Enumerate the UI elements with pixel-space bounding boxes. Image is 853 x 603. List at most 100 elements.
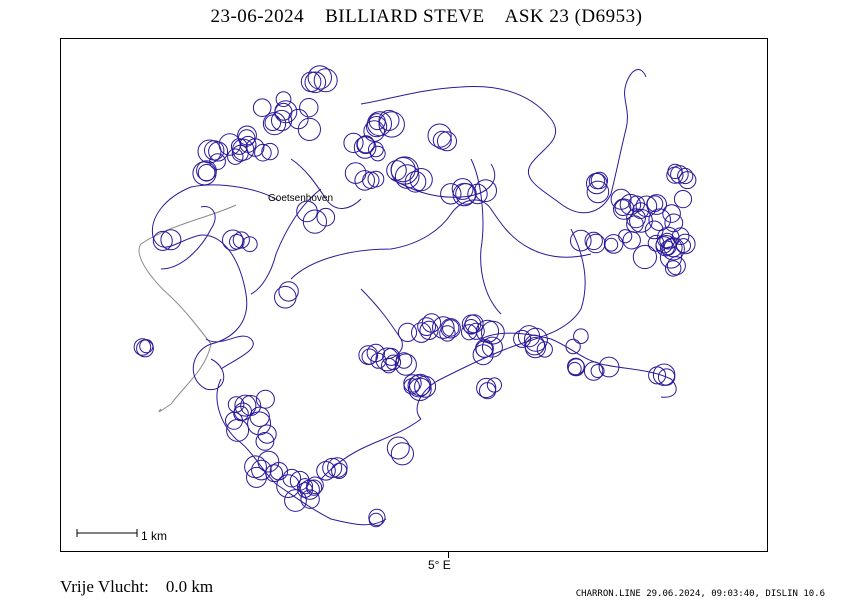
- thermal-circle: [421, 313, 442, 333]
- map-frame[interactable]: Goetsenhoven 1 km: [60, 38, 768, 552]
- thermal-circle: [244, 455, 267, 479]
- thermal-circle: [255, 389, 275, 409]
- thermal-circle: [363, 120, 386, 142]
- thermal-circle: [439, 325, 456, 342]
- thermal-circle: [378, 109, 400, 131]
- thermal-circle: [271, 109, 293, 132]
- scale-bar-label: 1 km: [141, 529, 168, 543]
- thermal-circle: [648, 366, 667, 385]
- thermal-circle: [394, 164, 420, 189]
- thermal-circle: [278, 281, 299, 302]
- longitude-tick: [448, 552, 449, 558]
- thermal-circle: [274, 285, 297, 309]
- thermal-circle: [261, 142, 279, 161]
- thermal-circle: [265, 464, 284, 483]
- thermal-circle: [390, 442, 414, 466]
- thermal-circle: [282, 468, 302, 488]
- thermal-circle: [486, 377, 502, 393]
- thermal-circle: [417, 317, 437, 337]
- thermal-circle: [370, 145, 386, 162]
- thermal-circle: [472, 344, 494, 366]
- thermal-circle: [139, 339, 154, 354]
- thermal-circle: [657, 368, 676, 386]
- thermal-circle: [362, 171, 380, 190]
- thermal-circle: [234, 394, 257, 417]
- free-flight-value: 0.0 km: [165, 577, 214, 596]
- thermal-circle: [397, 322, 418, 342]
- thermal-circle: [613, 198, 635, 220]
- thermal-circle: [440, 318, 461, 339]
- thermal-circle: [227, 396, 245, 413]
- thermal-circle: [632, 244, 658, 270]
- thermal-circle: [409, 168, 433, 192]
- thermal-circle: [464, 314, 484, 334]
- thermal-circle: [251, 459, 272, 481]
- thermal-circles: [133, 65, 697, 528]
- generator-stamp: CHARRON.LINE 29.06.2024, 09:03:40, DISLI…: [575, 589, 825, 599]
- thermal-circle: [307, 65, 332, 90]
- longitude-label: 5° E: [428, 558, 451, 572]
- thermal-circle: [306, 476, 324, 495]
- thermal-circle: [254, 143, 272, 162]
- place-label-goetsenhoven: Goetsenhoven: [268, 193, 334, 204]
- thermal-circle: [289, 470, 310, 491]
- thermal-circle: [275, 91, 292, 108]
- thermal-circle: [646, 195, 664, 212]
- thermal-circle: [197, 164, 216, 182]
- thermal-circle: [284, 489, 307, 512]
- thermal-circle: [390, 157, 416, 183]
- thermal-circle: [660, 240, 675, 256]
- thermal-circle: [610, 188, 632, 210]
- thermal-circle: [304, 71, 327, 94]
- thermal-circle: [432, 316, 455, 339]
- thermal-circle: [437, 131, 457, 152]
- thermal-circle: [238, 129, 256, 147]
- secondary-track: [138, 204, 237, 412]
- thermal-circle: [603, 234, 624, 254]
- thermal-circle: [356, 135, 375, 155]
- thermal-circle: [536, 341, 553, 358]
- thermal-circle: [476, 377, 497, 399]
- thermal-circle: [598, 356, 620, 378]
- thermal-circle: [408, 377, 432, 401]
- thermal-circle: [386, 160, 407, 181]
- thermal-circle: [257, 424, 277, 444]
- thermal-circle: [467, 183, 488, 205]
- thermal-circle: [673, 190, 693, 209]
- thermal-circle: [411, 322, 432, 343]
- thermal-circle: [368, 508, 386, 526]
- thermal-circle: [586, 180, 610, 204]
- thermal-circle: [662, 204, 681, 223]
- thermal-circle: [567, 358, 586, 377]
- thermal-circle: [375, 347, 400, 372]
- thermal-circle: [440, 183, 462, 205]
- thermal-circle: [197, 139, 222, 164]
- thermal-circle: [331, 462, 348, 479]
- thermal-circle: [233, 402, 252, 421]
- thermal-circle: [407, 374, 431, 398]
- thermal-circle: [354, 170, 376, 191]
- thermal-circle: [573, 328, 589, 345]
- thermal-circle: [252, 98, 272, 117]
- thermal-circle: [133, 338, 152, 356]
- thermal-circle: [378, 111, 405, 138]
- free-flight-label: Vrije Vlucht:: [60, 577, 149, 596]
- thermal-circle: [671, 227, 690, 245]
- thermal-circle: [288, 108, 309, 130]
- thermal-circle: [618, 229, 633, 244]
- thermal-circle: [262, 112, 287, 136]
- thermal-circle: [475, 319, 500, 343]
- scale-bar: [76, 529, 138, 537]
- thermal-circle: [570, 229, 592, 252]
- thermal-circle: [590, 364, 605, 378]
- thermal-circle: [297, 117, 321, 142]
- flight-track-map: [76, 65, 697, 537]
- thermal-circle: [381, 357, 397, 374]
- thermal-circle: [299, 97, 319, 118]
- thermal-circle: [474, 179, 498, 203]
- thermal-circle: [343, 132, 364, 154]
- thermal-circle: [209, 153, 226, 170]
- thermal-circle: [227, 148, 244, 165]
- thermal-circle: [565, 338, 581, 355]
- thermal-circle: [614, 199, 632, 217]
